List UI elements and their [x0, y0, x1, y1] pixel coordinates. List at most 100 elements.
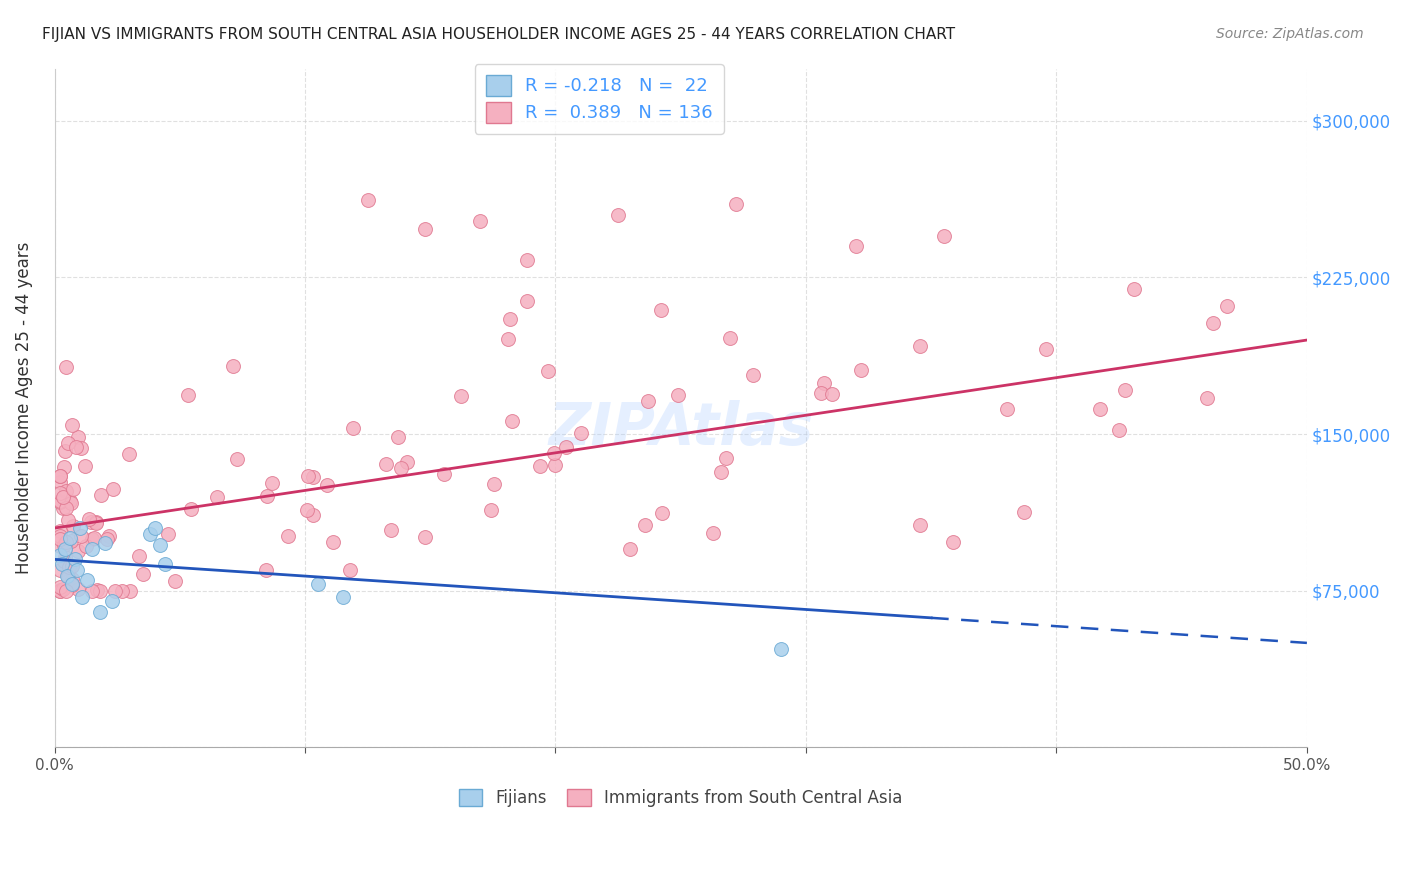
- Point: [52, 538, 75, 552]
- Point: [86, 516, 108, 531]
- Point: [60, 496, 83, 510]
- Point: [53, 443, 76, 458]
- Point: [180, 502, 202, 516]
- Point: [53, 550, 76, 565]
- Point: [702, 525, 724, 540]
- Point: [48, 524, 70, 539]
- Point: [104, 583, 127, 598]
- Point: [70, 441, 93, 455]
- Point: [650, 302, 672, 317]
- Point: [48, 580, 70, 594]
- Point: [138, 527, 160, 541]
- Point: [52, 490, 75, 504]
- Point: [52, 582, 75, 596]
- Point: [813, 376, 835, 391]
- Point: [470, 214, 492, 228]
- Point: [48, 475, 70, 489]
- Point: [48, 469, 70, 483]
- Point: [69, 521, 91, 535]
- Point: [450, 389, 472, 403]
- Point: [375, 458, 398, 472]
- Point: [51, 557, 73, 571]
- Point: [70, 529, 93, 543]
- Point: [76, 574, 98, 588]
- Point: [569, 426, 592, 441]
- Point: [48, 583, 70, 598]
- Point: [516, 294, 538, 309]
- Point: [128, 549, 150, 564]
- Point: [55, 534, 77, 549]
- Point: [741, 368, 763, 382]
- Point: [910, 518, 932, 533]
- Text: Source: ZipAtlas.com: Source: ZipAtlas.com: [1216, 27, 1364, 41]
- Point: [60, 577, 83, 591]
- Point: [48, 529, 70, 543]
- Point: [380, 523, 402, 537]
- Point: [1122, 282, 1144, 296]
- Point: [80, 515, 103, 529]
- Point: [101, 594, 124, 608]
- Point: [225, 452, 247, 467]
- Point: [339, 563, 361, 577]
- Point: [48, 563, 70, 577]
- Point: [156, 527, 179, 541]
- Point: [53, 554, 76, 568]
- Point: [942, 535, 965, 549]
- Point: [82, 532, 104, 546]
- Point: [60, 578, 83, 592]
- Point: [118, 447, 141, 461]
- Point: [56, 570, 79, 584]
- Point: [53, 541, 76, 556]
- Point: [1202, 316, 1225, 330]
- Point: [634, 518, 657, 533]
- Point: [58, 532, 80, 546]
- Point: [89, 583, 111, 598]
- Point: [153, 557, 176, 571]
- Point: [322, 534, 344, 549]
- Point: [1090, 401, 1112, 416]
- Point: [254, 563, 277, 577]
- Point: [98, 529, 121, 543]
- Point: [163, 574, 186, 589]
- Point: [132, 566, 155, 581]
- Point: [49, 582, 72, 597]
- Point: [48, 548, 70, 562]
- Point: [651, 506, 673, 520]
- Point: [84, 515, 107, 529]
- Point: [67, 582, 90, 597]
- Point: [1114, 383, 1136, 397]
- Point: [1012, 505, 1035, 519]
- Point: [48, 486, 70, 500]
- Point: [1035, 343, 1057, 357]
- Point: [55, 359, 77, 374]
- Point: [60, 534, 83, 549]
- Point: [56, 569, 79, 583]
- Point: [89, 605, 111, 619]
- Point: [75, 539, 97, 553]
- Point: [70, 590, 93, 604]
- Legend: Fijians, Immigrants from South Central Asia: Fijians, Immigrants from South Central A…: [453, 782, 910, 814]
- Point: [48, 495, 70, 509]
- Point: [260, 476, 283, 491]
- Point: [387, 430, 409, 444]
- Point: [544, 458, 567, 473]
- Point: [62, 482, 84, 496]
- Point: [83, 531, 105, 545]
- Point: [479, 503, 502, 517]
- Point: [65, 440, 87, 454]
- Point: [176, 388, 198, 402]
- Point: [391, 461, 413, 475]
- Point: [90, 488, 112, 502]
- Y-axis label: Householder Income Ages 25 - 44 years: Householder Income Ages 25 - 44 years: [15, 242, 32, 574]
- Point: [56, 436, 79, 450]
- Point: [62, 519, 84, 533]
- Point: [86, 583, 108, 598]
- Point: [316, 477, 339, 491]
- Point: [529, 459, 551, 474]
- Point: [910, 339, 932, 353]
- Point: [537, 364, 560, 378]
- Point: [845, 239, 868, 253]
- Point: [1215, 299, 1237, 313]
- Point: [1195, 392, 1218, 406]
- Point: [821, 387, 844, 401]
